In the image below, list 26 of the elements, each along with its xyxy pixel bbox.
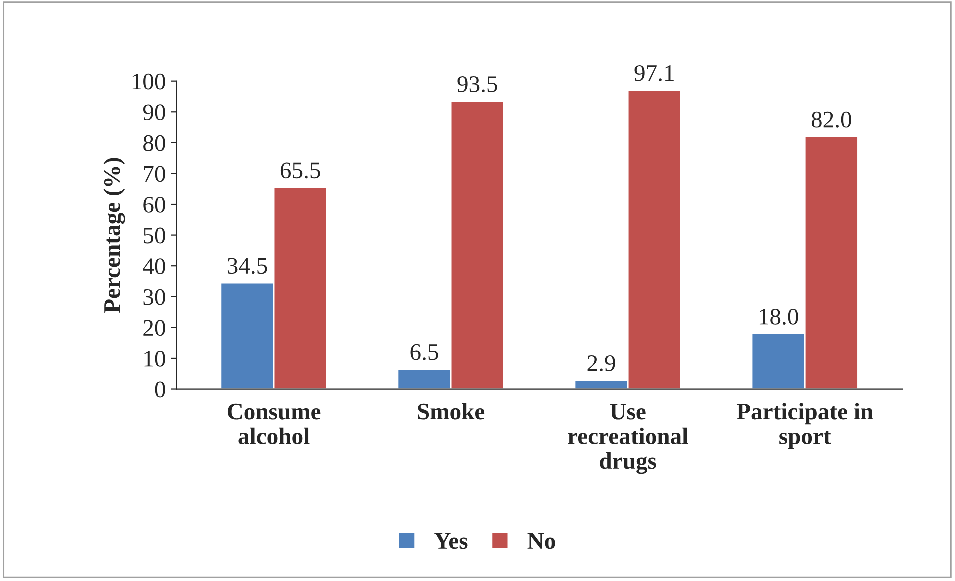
x-tick-label: Use recreational drugs bbox=[568, 404, 688, 474]
y-tick-label: 60 bbox=[144, 197, 166, 213]
data-label: 6.5 bbox=[410, 344, 438, 360]
data-label: 18.0 bbox=[760, 308, 798, 325]
x-tick-label: Smoke bbox=[418, 403, 485, 420]
y-tick-label: 50 bbox=[144, 228, 166, 244]
data-label: 2.9 bbox=[588, 356, 616, 372]
legend-label: No bbox=[528, 533, 556, 550]
y-tick-label: 30 bbox=[144, 289, 166, 306]
data-label: 97.1 bbox=[634, 65, 674, 82]
x-tick-label: Consume alcohol bbox=[228, 404, 321, 444]
legend-label: Yes bbox=[434, 533, 468, 550]
y-tick-label: 90 bbox=[143, 104, 166, 121]
y-tick-label: 100 bbox=[132, 74, 166, 90]
data-label: 82.0 bbox=[812, 112, 852, 128]
data-label: 93.5 bbox=[458, 76, 498, 92]
y-tick-label: 20 bbox=[144, 320, 166, 336]
x-tick-label: Participate in sport bbox=[736, 403, 874, 450]
y-axis-title: Percentage (%) bbox=[104, 158, 126, 314]
y-tick-label: 10 bbox=[144, 350, 166, 367]
y-tick-label: 0 bbox=[155, 382, 166, 398]
y-tick-label: 40 bbox=[143, 258, 166, 275]
y-tick-label: 80 bbox=[144, 135, 166, 152]
data-label: 65.5 bbox=[280, 162, 320, 179]
y-tick-label: 70 bbox=[144, 166, 166, 182]
data-label: 34.5 bbox=[228, 258, 268, 274]
